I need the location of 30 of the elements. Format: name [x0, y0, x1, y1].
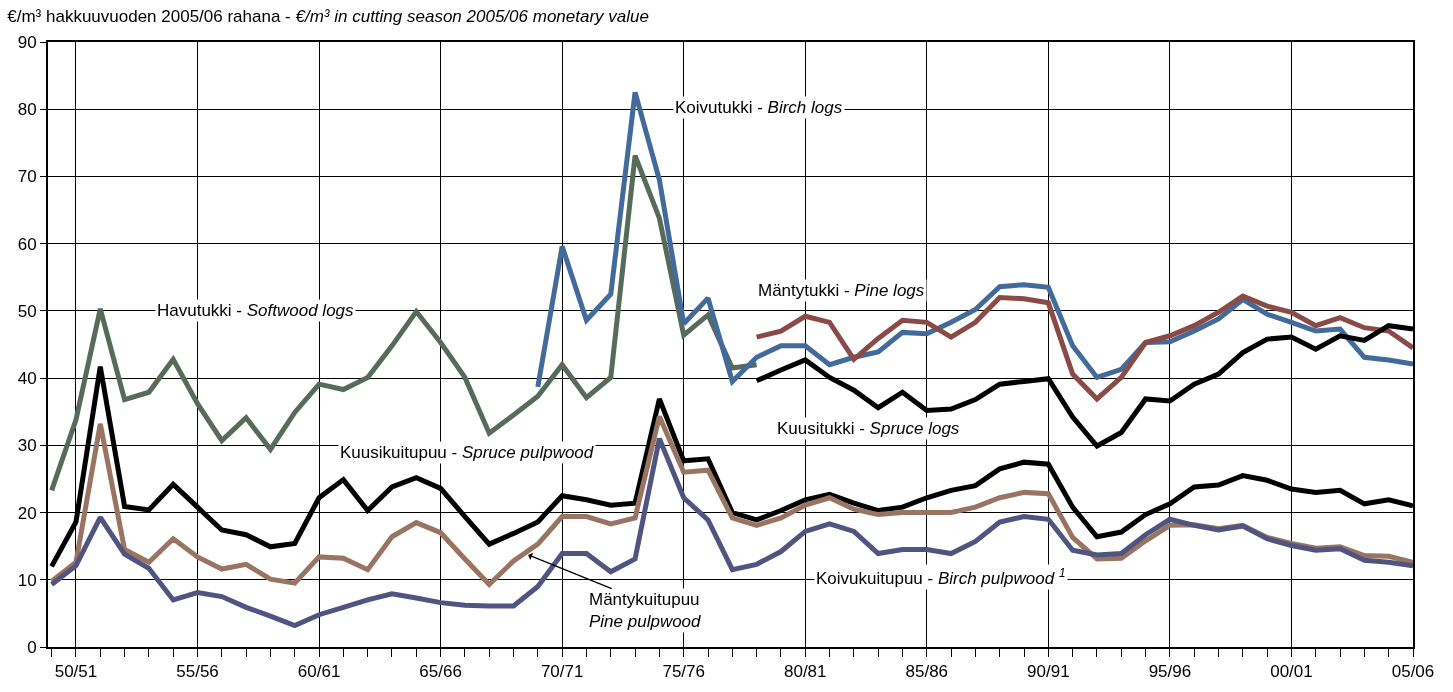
series-label: Mäntytukki - Pine logs	[758, 281, 925, 300]
x-tick-label: 80/81	[783, 662, 827, 682]
y-tick-label: 0	[27, 637, 37, 657]
chart-title: €/m³ hakkuuvuoden 2005/06 rahana - €/m³ in cutting season 2005/06 monetary value	[7, 7, 649, 27]
x-tick-label: 70/71	[540, 662, 584, 682]
y-tick-label: 20	[17, 503, 37, 523]
y-tick-label: 90	[17, 32, 37, 52]
series-label: Kuusikuitupuu - Spruce pulpwood	[340, 443, 594, 462]
x-tick-label: 50/51	[54, 662, 98, 682]
y-tick-label: 40	[17, 369, 37, 389]
y-tick-label: 10	[17, 570, 37, 590]
x-tick-label: 90/91	[1027, 662, 1070, 682]
series-label: Kuusitukki - Spruce logs	[777, 419, 960, 438]
y-tick-label: 30	[17, 436, 37, 456]
x-tick-label: 65/66	[419, 662, 462, 682]
x-tick-label: 75/76	[662, 662, 705, 682]
x-tick-label: 60/61	[297, 662, 341, 682]
x-tick-label: 55/56	[176, 662, 219, 682]
y-tick-label: 80	[17, 100, 37, 120]
y-tick-label: 70	[17, 167, 37, 187]
y-tick-label: 50	[17, 301, 37, 321]
text: Havutukki - Softwood logs	[157, 301, 355, 320]
x-tick-label: 85/86	[905, 662, 949, 682]
x-tick-label: 95/96	[1148, 662, 1192, 682]
series-label: Koivutukki - Birch logs	[675, 98, 843, 117]
series-label: Koivukuitupuu - Birch pulpwood $^{1}$	[816, 566, 1066, 589]
y-tick-label: 60	[17, 234, 37, 254]
x-tick-label: 00/01	[1270, 662, 1313, 682]
x-tick-label: 05/06	[1391, 662, 1435, 682]
text: Mäntykuitupuu Pine pulpwood	[589, 590, 702, 632]
